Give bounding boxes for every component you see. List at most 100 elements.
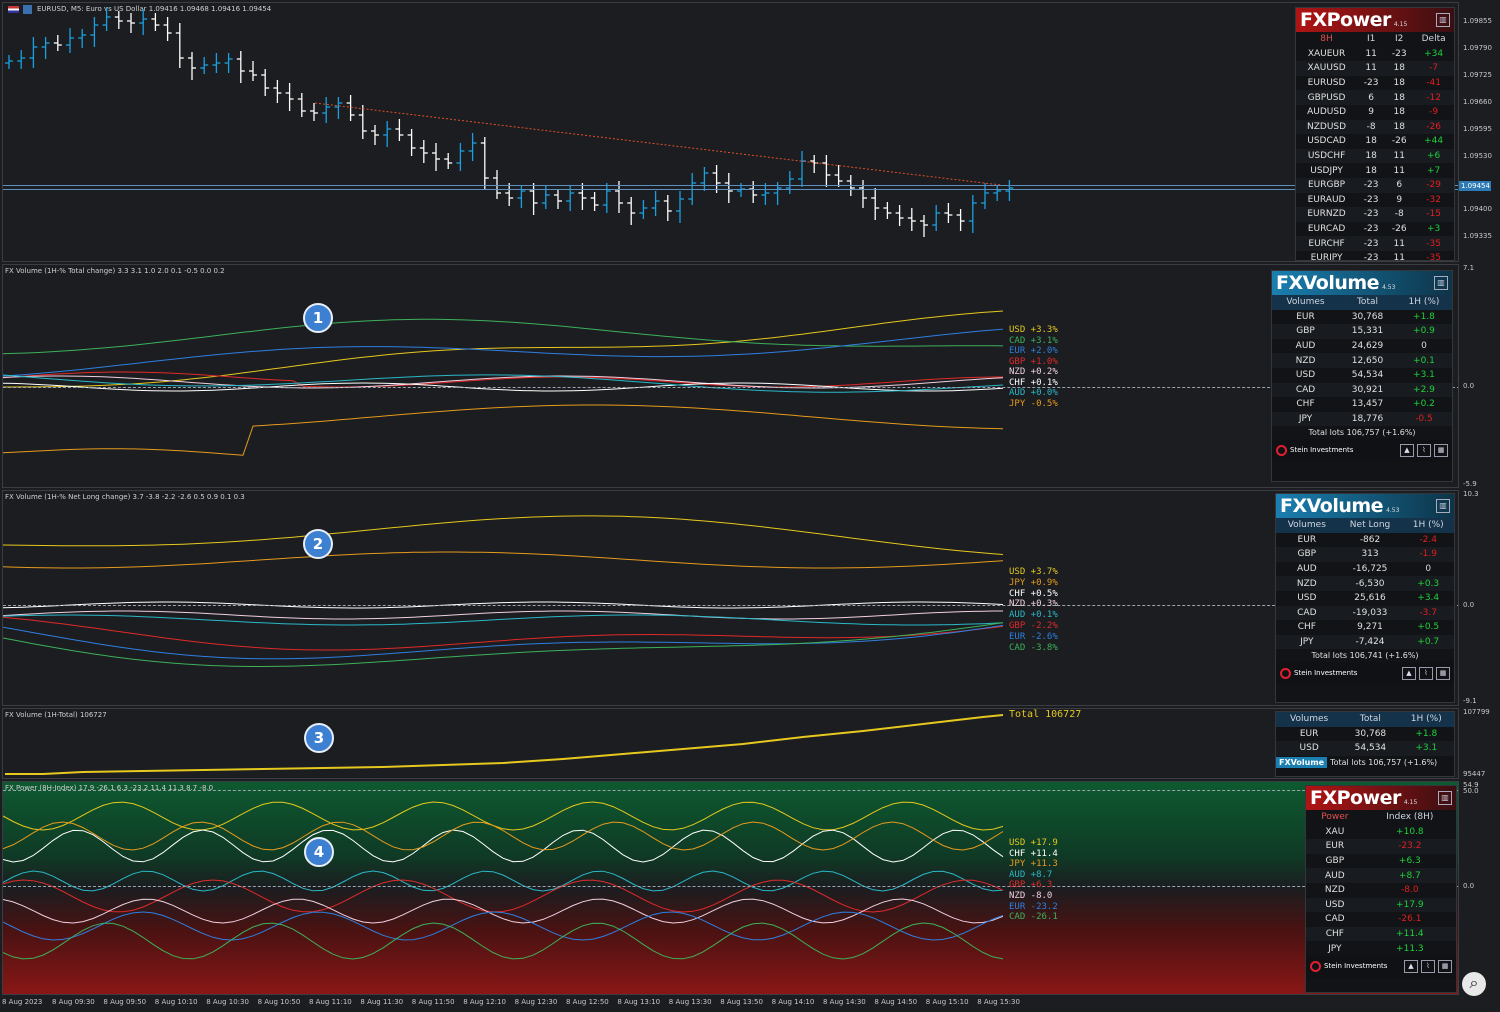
series-label: EUR -23.2 (1009, 901, 1058, 912)
table-cell: GBPUSD (1296, 90, 1358, 105)
fxpower-pair-row: EURUSD -23 18 -41 (1296, 76, 1454, 91)
pane1-legend: USD +3.3% CAD +3.1% EUR +2.0% GBP +1.0% NZD … (1009, 325, 1058, 409)
table-cell: -6,530 (1337, 576, 1403, 591)
chart-toggle-icon[interactable]: ▥ (1434, 276, 1448, 290)
price-chart-title: EURUSD, M5: Euro vs US Dollar 1.09416 1.… (37, 5, 272, 13)
table-cell: -9 (1429, 107, 1439, 118)
chart-toggle-icon[interactable]: ▥ (1436, 499, 1450, 513)
volume-total-change-pane[interactable]: FX Volume (1H-% Total change) 3.3 3.1 1.… (2, 264, 1459, 488)
table-cell: EURCAD (1307, 224, 1346, 235)
table-cell: +6 (1413, 148, 1454, 164)
table-cell: 11 (1365, 48, 1377, 59)
col-header: Volumes (1290, 714, 1329, 725)
time-tick-label: 8 Aug 15:10 (925, 998, 969, 1006)
table-cell: -3.7 (1402, 605, 1454, 621)
table-cell: CHF (1306, 926, 1364, 942)
pane4-axis: 54.9 50.0 0.0 (1463, 781, 1479, 890)
fxvolume-netlong-footer: Total lots 106,741 (+1.6%) (1311, 651, 1419, 661)
table-cell: -29 (1413, 177, 1454, 193)
table-cell: +11.4 (1363, 926, 1456, 942)
pane1-axis: 7.1 0.0 -5.9 (1463, 264, 1477, 488)
chart-toggle-icon[interactable]: ▥ (1436, 13, 1450, 27)
table-row: CAD 30,921 +2.9 (1272, 382, 1452, 398)
table-cell: -16,725 (1352, 564, 1388, 575)
current-price-line (3, 185, 1458, 186)
table-cell: 25,616 (1354, 593, 1386, 604)
table-row: AUD +8.7 (1306, 868, 1456, 883)
series-label: AUD +8.7 (1009, 869, 1053, 880)
table-cell: -26 (1391, 224, 1407, 235)
table-row: GBP +6.3 (1306, 854, 1456, 869)
fxvolume-mini-footer: Total lots 106,757 (+1.6%) (1330, 758, 1438, 768)
pane3-title: FX Volume (1H-Total) 106727 (5, 711, 107, 719)
fxvolume-version: 4.53 (1382, 283, 1396, 291)
fxpower-logo: FXPower (1310, 787, 1401, 809)
table-cell: +0.9 (1395, 324, 1452, 339)
table-cell: +1.8 (1415, 728, 1438, 739)
grid-icon[interactable]: ▦ (1434, 443, 1448, 457)
table-cell: 313 (1337, 547, 1403, 562)
bell-icon[interactable]: ▲ (1400, 443, 1414, 457)
bell-icon[interactable]: ▲ (1402, 666, 1416, 680)
time-tick-label: 8 Aug 2023 (2, 998, 43, 1006)
table-cell: 18 (1357, 148, 1386, 164)
pane4-series (3, 801, 1004, 960)
table-cell: +3.4 (1417, 593, 1440, 604)
series-label: USD +3.3% (1009, 325, 1058, 335)
time-tick-label: 8 Aug 14:30 (823, 998, 866, 1006)
table-cell: 24,629 (1351, 341, 1384, 352)
chart-type-icon[interactable] (23, 5, 32, 14)
chart-flag-icon (8, 6, 19, 13)
table-cell: +17.9 (1363, 897, 1456, 913)
line-chart-icon[interactable]: ⌇ (1421, 960, 1435, 974)
fxpower-logo: FXPower (1300, 9, 1391, 31)
table-cell: +3.1 (1398, 741, 1454, 756)
fxvolume-logo: FXVolume (1280, 495, 1384, 517)
pane4-number-badge: 4 (304, 837, 334, 867)
col-header: 1H (%) (1408, 297, 1440, 308)
grid-icon[interactable]: ▦ (1438, 960, 1452, 974)
table-cell: 11 (1385, 236, 1414, 251)
current-price-line-2 (3, 189, 1458, 190)
series-label: JPY +11.3 (1009, 859, 1058, 870)
price-chart-pane[interactable]: EURUSD, M5: Euro vs US Dollar 1.09416 1.… (2, 2, 1459, 262)
grid-icon[interactable]: ▦ (1436, 666, 1450, 680)
price-tick-label: 1.09335 (1463, 232, 1492, 240)
table-cell: JPY (1276, 634, 1338, 650)
fxvolume-netlong-panel: FXVolume 4.53 ▥ Volumes Net Long 1H (%) EU… (1275, 493, 1455, 703)
price-tick-label: 1.09530 (1463, 152, 1492, 160)
pane1-title: FX Volume (1H-% Total change) 3.3 3.1 1.… (5, 267, 225, 275)
zoom-icon[interactable]: ⌕ (1462, 972, 1486, 996)
series-label: NZD -8.0 (1009, 890, 1053, 901)
fxpower-index-pane[interactable]: FX Power (8H-Index) 17.9 -26.1 6.3 -23.2… (2, 781, 1459, 995)
col-header: Total (1359, 714, 1381, 725)
volume-net-long-pane[interactable]: FX Volume (1H-% Net Long change) 3.7 -3.… (2, 490, 1459, 706)
table-cell: 18 (1393, 78, 1405, 89)
table-cell: XAUEUR (1307, 48, 1346, 59)
bell-icon[interactable]: ▲ (1404, 960, 1418, 974)
time-tick-label: 8 Aug 12:10 (463, 998, 506, 1006)
table-cell: EURCHF (1296, 236, 1358, 251)
fxpower-pair-row: USDCHF 18 11 +6 (1296, 148, 1454, 164)
fxvolume-version: 4.53 (1386, 506, 1400, 514)
series-label: GBP +6.3 (1009, 880, 1053, 891)
series-label: CAD -3.8% (1009, 642, 1058, 653)
line-chart-icon[interactable]: ⌇ (1419, 666, 1433, 680)
table-cell: USDJPY (1310, 165, 1343, 176)
volume-total-pane[interactable]: FX Volume (1H-Total) 106727 3 Total 1067… (2, 708, 1459, 779)
stein-investments-logo: Stein Investments (1280, 667, 1357, 679)
pane3-series (5, 714, 1004, 775)
table-cell: 54,534 (1351, 370, 1384, 381)
table-cell: 18,776 (1339, 411, 1396, 427)
stein-investments-logo: Stein Investments (1310, 961, 1387, 973)
line-chart-icon[interactable]: ⌇ (1417, 443, 1431, 457)
table-cell: -23 (1363, 194, 1379, 205)
pane2-series (3, 515, 1004, 667)
table-cell: 13,457 (1351, 399, 1384, 410)
table-cell: JPY (1328, 943, 1342, 954)
table-row: CAD -26.1 (1306, 912, 1456, 927)
series-label: AUD +0.0% (1009, 388, 1058, 398)
table-cell: 18 (1365, 136, 1377, 147)
pane4-zero-line (3, 886, 1458, 887)
chart-toggle-icon[interactable]: ▥ (1438, 791, 1452, 805)
